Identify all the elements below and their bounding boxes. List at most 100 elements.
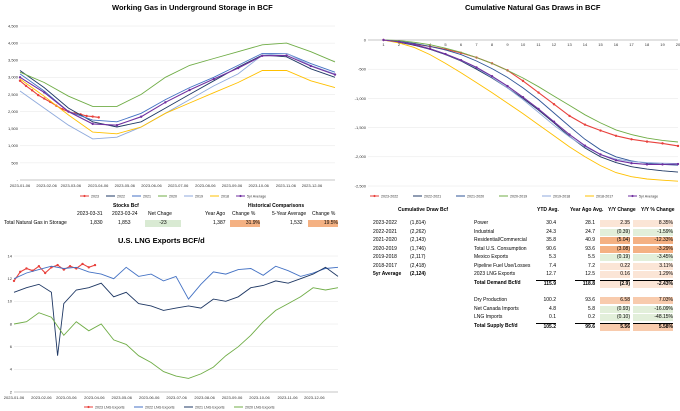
x-tick-label: 6 bbox=[460, 42, 463, 47]
demand-row-ytd: 115.9 bbox=[536, 279, 556, 288]
demand-row-label: Total U.S. Consumption bbox=[474, 245, 527, 252]
y-tick-label: 10 bbox=[8, 299, 13, 304]
x-tick-label: 2023-02-06 bbox=[36, 183, 57, 188]
legend-marker bbox=[373, 194, 376, 198]
draw-row-label: 2022-2021 bbox=[373, 228, 397, 235]
data-point bbox=[382, 38, 385, 42]
data-point bbox=[68, 265, 72, 268]
data-point bbox=[261, 54, 264, 57]
x-tick-label: 7 bbox=[475, 42, 478, 47]
data-point bbox=[459, 58, 463, 62]
legend-label: 2018 bbox=[221, 194, 229, 198]
series-line-2022-lng-exports bbox=[13, 265, 339, 300]
supply-row-change: 6.58 bbox=[600, 297, 630, 304]
y-tick-label: 6 bbox=[10, 344, 13, 349]
x-tick-label: 2023-11-06 bbox=[276, 183, 297, 188]
demand-header-chg: Y/Y Change bbox=[608, 207, 636, 213]
legend-label: 2019 bbox=[195, 194, 203, 198]
data-point bbox=[490, 75, 494, 78]
supply-row-label: LNG Imports bbox=[474, 314, 503, 320]
data-point bbox=[236, 66, 240, 70]
x-tick-label: 19 bbox=[660, 42, 665, 47]
data-point bbox=[18, 79, 22, 82]
data-point bbox=[139, 115, 143, 118]
y-tick-label: 2,000 bbox=[8, 109, 19, 114]
data-point bbox=[285, 54, 288, 57]
demand-row-change: (0.39) bbox=[600, 228, 630, 236]
x-tick-label: 2023-07-06 bbox=[168, 183, 189, 188]
data-point bbox=[115, 124, 119, 127]
lng-chart-title: U.S. LNG Exports BCF/d bbox=[118, 236, 205, 245]
x-tick-label: 14 bbox=[583, 42, 588, 47]
demand-row-change: (0.19) bbox=[600, 254, 630, 261]
stocks-value2: 1,853 bbox=[118, 220, 131, 226]
series-line-2022 bbox=[19, 54, 336, 128]
demand-row-year-ago: 7.2 bbox=[588, 262, 595, 269]
storage-chart: - 500 1,000 1,500 2,000 2,500 3,000 3,500 4,000 4… bbox=[8, 23, 337, 198]
demand-row-ytd: 12.7 bbox=[546, 271, 556, 277]
data-point bbox=[661, 163, 664, 166]
data-point bbox=[19, 270, 22, 274]
data-point bbox=[30, 89, 34, 92]
x-tick-label: 2023-12-06 bbox=[302, 183, 323, 188]
series-line-2021-lng-exports bbox=[13, 266, 339, 356]
x-tick-label: 5 bbox=[444, 42, 447, 47]
net-change-value: -23 bbox=[145, 220, 181, 227]
series-line-2020-lng-exports bbox=[13, 287, 339, 379]
supply-row-pct-change: -48.15% bbox=[633, 314, 673, 321]
supply-row-ytd: 105.2 bbox=[536, 322, 556, 331]
draw-list-header: Cumulative Draw Bcf bbox=[398, 207, 449, 213]
legend-label: 2020 bbox=[169, 194, 177, 198]
data-point bbox=[521, 96, 525, 99]
supply-row-year-ago: 93.6 bbox=[585, 297, 595, 303]
data-point bbox=[93, 263, 97, 267]
lng-chart: 2 4 6 8 10 12 14 2023-01-06 2023-02-06 2023-03-06… bbox=[4, 253, 339, 409]
demand-row-ytd: 24.3 bbox=[546, 228, 556, 235]
storage-chart-title: Working Gas in Underground Storage in BC… bbox=[112, 3, 273, 12]
legend-marker bbox=[239, 194, 242, 198]
y-tick-label: -2,000 bbox=[355, 154, 367, 159]
data-point bbox=[428, 47, 432, 50]
data-point bbox=[309, 64, 312, 68]
x-tick-label: 16 bbox=[614, 42, 619, 47]
y-tick-label: 0 bbox=[364, 37, 367, 42]
data-point bbox=[333, 73, 337, 76]
y-tick-label: 4 bbox=[10, 367, 13, 372]
demand-row-pct-change: -2.43% bbox=[633, 279, 673, 288]
supply-row-year-ago: 0.2 bbox=[588, 314, 595, 320]
year-ago-change-value: 31.9% bbox=[230, 220, 260, 227]
data-point bbox=[91, 115, 94, 118]
demand-row-label: 2023 LNG Exports bbox=[474, 271, 516, 277]
supply-row-pct-change: 7.03% bbox=[633, 297, 673, 304]
series-line-2023-2022 bbox=[383, 39, 679, 147]
legend-marker bbox=[83, 194, 86, 198]
data-point bbox=[212, 77, 216, 81]
draws-chart-title: Cumulative Natural Gas Draws in BCF bbox=[465, 3, 601, 12]
series-line-5yr-average bbox=[383, 39, 679, 165]
year-ago-value: 1,387 bbox=[213, 220, 226, 226]
series-line-2018-2017 bbox=[383, 39, 679, 182]
data-point bbox=[37, 265, 41, 268]
draw-row-value: (2,262) bbox=[410, 228, 426, 235]
data-point bbox=[599, 129, 602, 132]
demand-row-label: Residential/Commercial bbox=[474, 237, 527, 243]
data-point bbox=[43, 91, 46, 94]
legend-label: 2023 bbox=[91, 194, 99, 198]
data-point bbox=[537, 107, 540, 111]
data-point bbox=[85, 114, 88, 118]
legend-label: 2022 bbox=[117, 194, 125, 198]
supply-row-change: (0.93) bbox=[600, 305, 630, 313]
stocks-date1: 2023-03-31 bbox=[77, 211, 103, 217]
legend-marker bbox=[631, 194, 634, 198]
data-point bbox=[18, 76, 22, 79]
draw-row-label: 2020-2019 bbox=[373, 245, 397, 252]
draw-row-label: 2023-2022 bbox=[373, 220, 397, 226]
data-point bbox=[630, 162, 633, 165]
series-line-2019 bbox=[19, 52, 336, 140]
x-tick-label: 2 bbox=[398, 42, 401, 47]
demand-row-ytd: 35.8 bbox=[546, 237, 556, 243]
data-point bbox=[87, 266, 90, 269]
x-tick-label: 15 bbox=[598, 42, 603, 47]
stocks-header: Stocks Bcf bbox=[113, 203, 139, 209]
demand-row-year-ago: 5.5 bbox=[588, 254, 595, 260]
